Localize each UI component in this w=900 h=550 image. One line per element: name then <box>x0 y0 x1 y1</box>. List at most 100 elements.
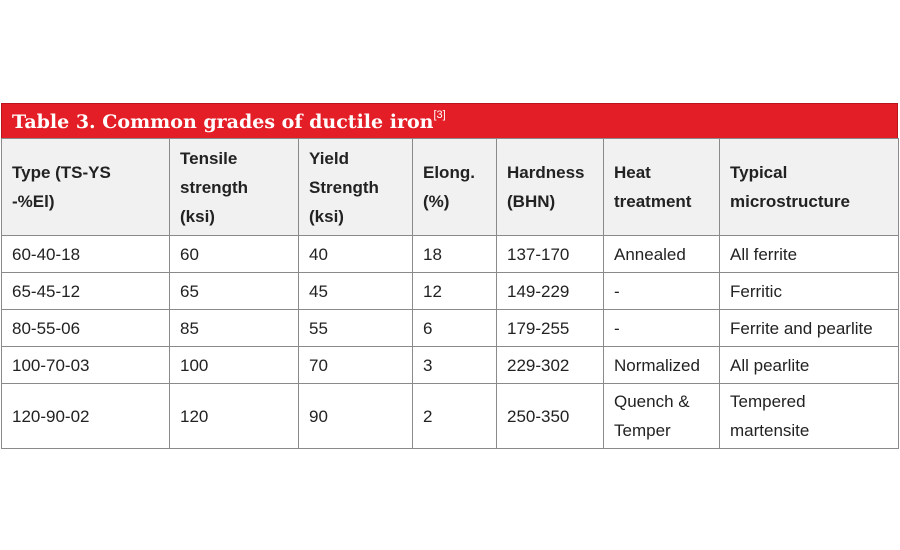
table-cell: 229-302 <box>496 346 604 384</box>
cell-text: 40 <box>309 244 328 264</box>
column-header: Yield Strength (ksi) <box>298 138 413 236</box>
table-cell: 120-90-02 <box>1 383 170 449</box>
cell-text: Type (TS-YS <box>12 163 111 182</box>
cell-text: (BHN) <box>507 192 556 211</box>
table-cell: - <box>603 309 720 347</box>
table-cell: Quench & Temper <box>603 383 720 449</box>
cell-text: 2 <box>423 406 433 426</box>
table-cell: 3 <box>412 346 497 384</box>
cell-text: Heat <box>614 163 651 182</box>
table-cell: - <box>603 272 720 310</box>
table-row: 65-45-12 65 45 12 149-229 - Ferritic <box>1 272 899 310</box>
cell-text: Normalized <box>614 355 700 375</box>
column-header: Heat treatment <box>603 138 720 236</box>
cell-text: martensite <box>730 421 810 440</box>
column-header: Type (TS-YS -%El) <box>1 138 170 236</box>
table-cell: 55 <box>298 309 413 347</box>
cell-text: 229-302 <box>507 355 570 375</box>
column-header: Hardness (BHN) <box>496 138 604 236</box>
table-cell: 80-55-06 <box>1 309 170 347</box>
cell-text: 137-170 <box>507 244 570 264</box>
cell-text: Ferritic <box>730 281 782 301</box>
cell-text: 65-45-12 <box>12 281 81 301</box>
cell-text: Elong. <box>423 163 475 182</box>
table-title-band: Table 3. Common grades of ductile iron[3… <box>1 103 898 138</box>
table-cell: Annealed <box>603 235 720 273</box>
cell-text: 70 <box>309 355 328 375</box>
cell-text: 100-70-03 <box>12 355 90 375</box>
cell-text: Quench & <box>614 392 690 411</box>
table-cell: Ferritic <box>719 272 899 310</box>
cell-text: Annealed <box>614 244 686 264</box>
cell-text: Typical <box>730 163 788 182</box>
cell-text: Strength <box>309 177 379 197</box>
cell-text: 80-55-06 <box>12 318 81 338</box>
cell-text: Ferrite and pearlite <box>730 318 873 338</box>
cell-text: 250-350 <box>507 406 570 426</box>
table-cell: 70 <box>298 346 413 384</box>
cell-text: 90 <box>309 406 328 426</box>
cell-text: All ferrite <box>730 244 798 264</box>
table-cell: All ferrite <box>719 235 899 273</box>
cell-text: 120 <box>180 406 209 426</box>
table-cell: Normalized <box>603 346 720 384</box>
cell-text: 65 <box>180 281 199 301</box>
table-cell: All pearlite <box>719 346 899 384</box>
cell-text: Yield <box>309 148 349 168</box>
table-cell: 120 <box>169 383 299 449</box>
cell-text: Tensile <box>180 148 238 168</box>
table-cell: 179-255 <box>496 309 604 347</box>
cell-text: -%El) <box>12 192 55 211</box>
cell-text: 45 <box>309 281 328 301</box>
table-cell: 100-70-03 <box>1 346 170 384</box>
cell-text: 60-40-18 <box>12 244 81 264</box>
cell-text: microstructure <box>730 192 850 211</box>
table-row: 60-40-18 60 40 18 137-170 Annealed All ferrite <box>1 235 899 273</box>
table-cell: 60-40-18 <box>1 235 170 273</box>
table-cell: 2 <box>412 383 497 449</box>
cell-text: Tempered <box>730 392 806 411</box>
table-cell: 149-229 <box>496 272 604 310</box>
cell-text: 3 <box>423 355 433 375</box>
cell-text: strength <box>180 177 248 197</box>
cell-text: 60 <box>180 244 199 264</box>
column-header: Tensile strength (ksi) <box>169 138 299 236</box>
cell-text: 55 <box>309 318 328 338</box>
cell-text: treatment <box>614 192 692 211</box>
table-cell: 65-45-12 <box>1 272 170 310</box>
table-cell: Tempered martensite <box>719 383 899 449</box>
cell-text: - <box>614 281 620 301</box>
table-row: 80-55-06 85 55 6 179-255 - Ferrite and pearlit… <box>1 309 899 347</box>
header-row: Type (TS-YS -%El) Tensile strength (ksi) Yiel… <box>1 138 899 236</box>
cell-text: - <box>614 318 620 338</box>
cell-text: 6 <box>423 318 433 338</box>
reference-superscript: [3] <box>433 109 446 121</box>
cell-text: (ksi) <box>180 206 215 226</box>
grades-table: Type (TS-YS -%El) Tensile strength (ksi) Yiel… <box>1 138 899 449</box>
table-row: 100-70-03 100 70 3 229-302 Normalized All pear… <box>1 346 899 384</box>
cell-text: 100 <box>180 355 209 375</box>
column-header: Elong. (%) <box>412 138 497 236</box>
cell-text: 149-229 <box>507 281 570 301</box>
table-cell: 250-350 <box>496 383 604 449</box>
cell-text: 120-90-02 <box>12 406 90 426</box>
table-title: Table 3. Common grades of ductile iron <box>12 111 434 133</box>
column-header: Typical microstructure <box>719 138 899 236</box>
cell-text: (ksi) <box>309 206 344 226</box>
ductile-iron-table-figure: Table 3. Common grades of ductile iron[3… <box>1 103 899 449</box>
table-cell: 60 <box>169 235 299 273</box>
table-cell: 90 <box>298 383 413 449</box>
table-row: 120-90-02 120 90 2 250-350 Quench & Temper Temp… <box>1 383 899 449</box>
cell-text: 85 <box>180 318 199 338</box>
table-cell: Ferrite and pearlite <box>719 309 899 347</box>
table-cell: 18 <box>412 235 497 273</box>
cell-text: 12 <box>423 281 442 301</box>
table-cell: 85 <box>169 309 299 347</box>
table-cell: 100 <box>169 346 299 384</box>
cell-text: (%) <box>423 192 450 211</box>
table-cell: 40 <box>298 235 413 273</box>
cell-text: Hardness <box>507 163 585 182</box>
table-cell: 12 <box>412 272 497 310</box>
table-cell: 45 <box>298 272 413 310</box>
table-cell: 6 <box>412 309 497 347</box>
